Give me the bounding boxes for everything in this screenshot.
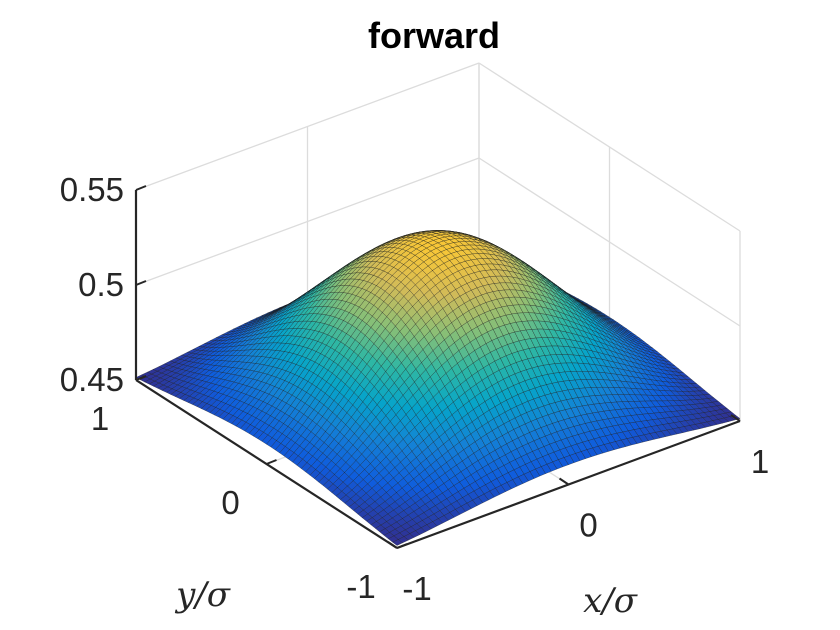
y-tick-label: -1 — [346, 568, 375, 605]
x-tick-label: 0 — [579, 507, 597, 544]
z-tick-label: 0.45 — [60, 361, 124, 398]
z-tick-mark — [135, 185, 147, 191]
chart-title: forward — [368, 15, 500, 56]
z-tick-mark — [135, 280, 147, 286]
x-axis-label: x/σ — [583, 581, 638, 621]
x-tick-mark — [730, 414, 741, 422]
y-tick-label: 1 — [91, 400, 109, 437]
x-tick-mark — [387, 541, 398, 549]
y-axis-label: y/σ — [174, 575, 231, 615]
tick-marks — [135, 185, 741, 549]
surface-mesh — [135, 230, 741, 546]
y-tick-mark — [396, 543, 408, 549]
y-tick-label: 0 — [221, 484, 239, 521]
y-tick-mark — [266, 459, 277, 465]
z-tick-mark — [135, 375, 147, 381]
z-tick-label: 0.5 — [78, 266, 124, 303]
x-tick-label: -1 — [402, 570, 431, 607]
z-tick-label: 0.55 — [60, 171, 124, 208]
x-tick-label: 1 — [751, 443, 769, 480]
x-tick-mark — [558, 477, 570, 486]
